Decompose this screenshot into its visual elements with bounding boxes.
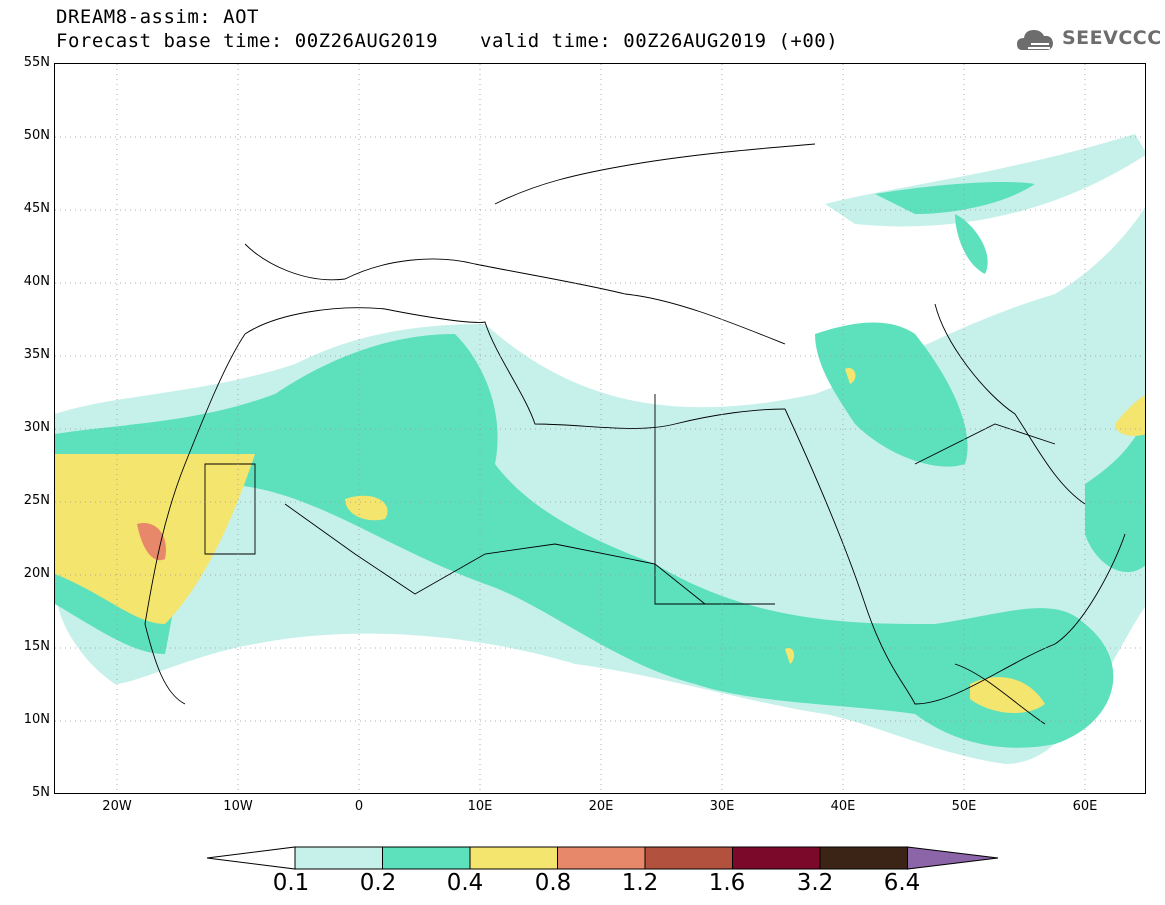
map-title: DREAM8-assim: AOT — [56, 6, 259, 28]
seevccc-logo-text: SEEVCCC — [1062, 27, 1162, 49]
aot-shading-0.2 — [55, 182, 1145, 748]
colorbar-label: 0.4 — [446, 870, 484, 896]
colorbar-box — [557, 846, 646, 870]
colorbar-box — [819, 846, 908, 870]
lat-label: 20N — [23, 566, 50, 581]
lon-label: 10W — [223, 799, 253, 814]
lon-label: 50E — [951, 799, 977, 814]
lon-label: 0 — [354, 799, 364, 814]
colorbar-label: 0.2 — [359, 870, 397, 896]
colorbar-under-arrow — [206, 846, 296, 870]
lat-label: 55N — [23, 55, 50, 70]
lon-label: 20E — [588, 799, 614, 814]
colorbar-label: 1.2 — [621, 870, 659, 896]
lat-label: 50N — [23, 128, 50, 143]
lat-label: 40N — [23, 274, 50, 289]
lat-label: 35N — [23, 347, 50, 362]
colorbar-box — [469, 846, 558, 870]
lat-label: 5N — [32, 785, 50, 800]
map-canvas — [55, 64, 1145, 793]
lat-label: 25N — [23, 493, 50, 508]
colorbar-label: 0.1 — [272, 870, 310, 896]
colorbar-label: 6.4 — [883, 870, 921, 896]
lat-label: 30N — [23, 420, 50, 435]
gridlines — [55, 64, 1145, 793]
colorbar-label: 0.8 — [534, 870, 572, 896]
lon-label: 10E — [467, 799, 493, 814]
colorbar-box — [644, 846, 733, 870]
colorbar-box — [294, 846, 383, 870]
forecast-base-time: Forecast base time: 00Z26AUG2019 — [56, 30, 439, 52]
lon-label: 40E — [830, 799, 856, 814]
lon-label: 20W — [102, 799, 132, 814]
lon-label: 60E — [1072, 799, 1098, 814]
aot-colorbar — [206, 846, 999, 870]
lon-label: 30E — [709, 799, 735, 814]
valid-time: valid time: 00Z26AUG2019 (+00) — [480, 30, 839, 52]
colorbar-over-arrow — [907, 846, 999, 870]
cloud-logo-icon — [1017, 30, 1053, 50]
coastlines-borders — [144, 143, 1126, 725]
colorbar-label: 3.2 — [796, 870, 834, 896]
lat-label: 45N — [23, 201, 50, 216]
colorbar-box — [382, 846, 471, 870]
aot-map — [54, 63, 1146, 794]
colorbar-label: 1.6 — [708, 870, 746, 896]
lat-label: 15N — [23, 639, 50, 654]
lat-label: 10N — [23, 712, 50, 727]
colorbar-box — [732, 846, 821, 870]
